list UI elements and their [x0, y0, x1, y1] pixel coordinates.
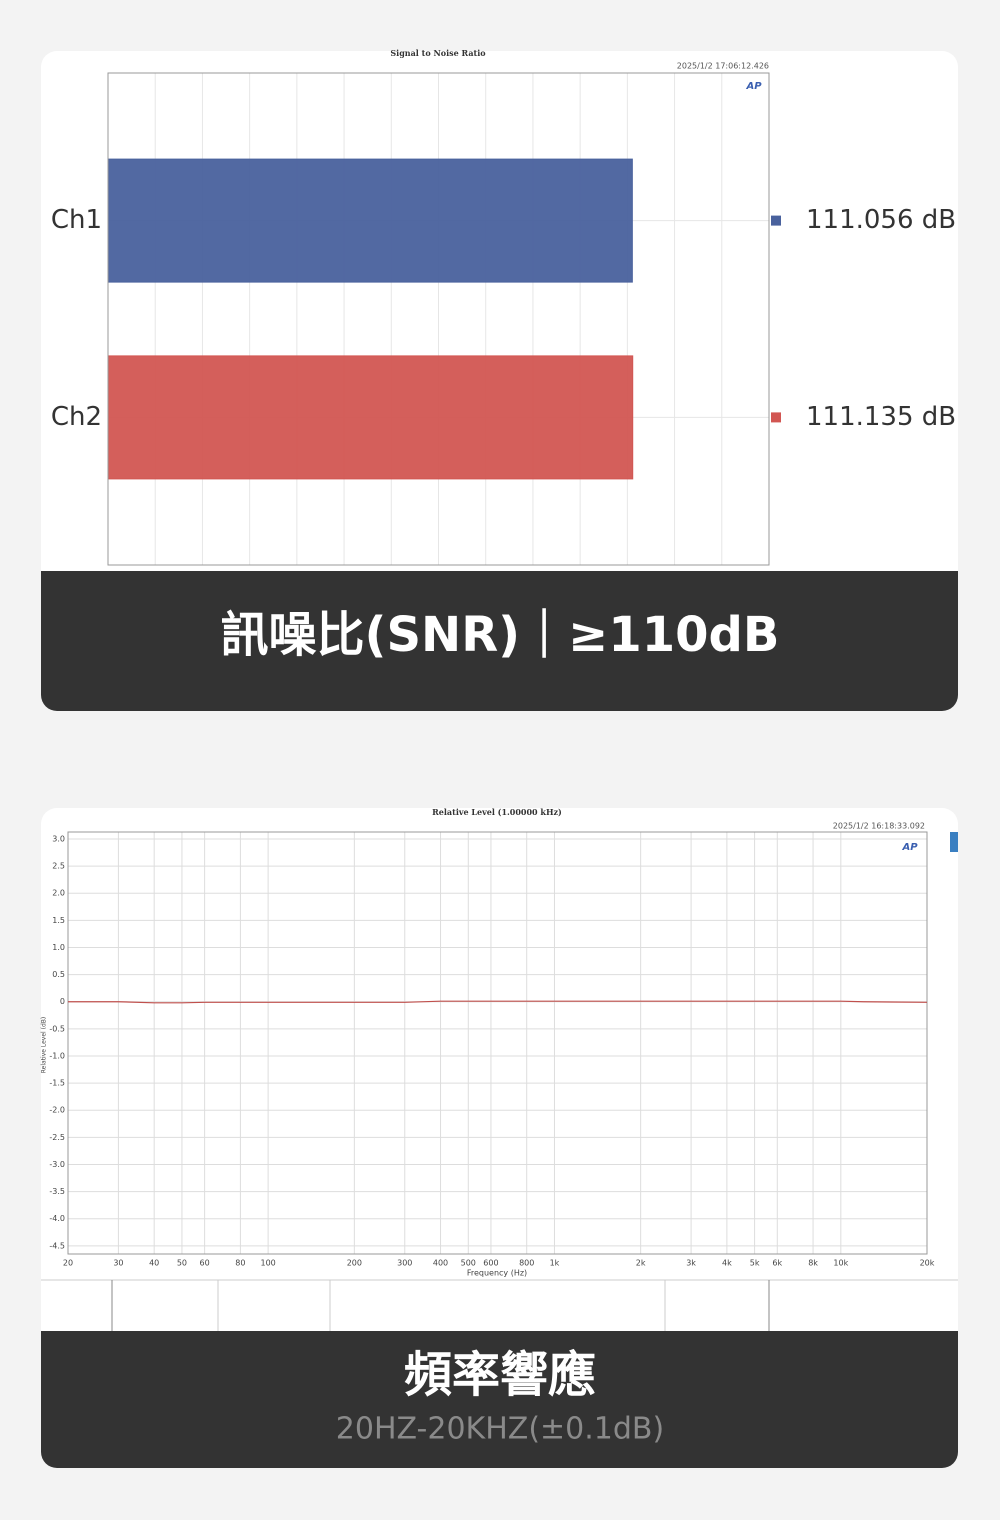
y-tick-label: 0.5: [52, 970, 65, 979]
x-tick-label: 6k: [772, 1259, 782, 1268]
banner-subtitle: 20HZ-20KHZ(±0.1dB): [336, 1412, 664, 1447]
legend-swatch: [771, 215, 781, 226]
x-tick-label: 3k: [686, 1259, 696, 1268]
banner: [41, 571, 958, 711]
x-tick-label: 40: [149, 1259, 159, 1268]
side-tab: [950, 832, 958, 852]
chart-title: Relative Level (1.00000 kHz): [432, 807, 562, 817]
y-tick-label: -4.0: [49, 1214, 65, 1223]
x-tick-label: 1k: [550, 1259, 560, 1268]
bottom-strip: [41, 1279, 958, 1331]
x-tick-label: 20: [63, 1259, 73, 1268]
y-tick-label: 0: [60, 997, 65, 1006]
plot-frame: [107, 72, 770, 566]
chart-title: Signal to Noise Ratio: [390, 48, 486, 58]
y-tick-label: -4.5: [49, 1241, 65, 1250]
y-tick-label: -3.0: [49, 1160, 65, 1169]
x-tick-label: 100: [260, 1259, 275, 1268]
y-tick-label: -3.5: [49, 1187, 65, 1196]
data-line: [68, 1000, 928, 1004]
timestamp: 2025/1/2 16:18:33.092: [833, 822, 925, 831]
y-tick-label: 2.5: [52, 862, 65, 871]
value-label: 111.135 dB: [806, 402, 956, 432]
y-tick-label: -1.0: [49, 1051, 65, 1060]
category-label: Ch1: [51, 205, 102, 235]
x-tick-label: 8k: [808, 1259, 818, 1268]
x-tick-label: 400: [433, 1259, 448, 1268]
y-axis-label: Relative Level (dB): [41, 1017, 48, 1073]
y-tick-label: 1.5: [52, 916, 65, 925]
banner-title: 頻率響應: [404, 1347, 596, 1403]
x-tick-label: 20k: [920, 1259, 935, 1268]
x-tick-label: 500: [461, 1259, 476, 1268]
y-tick-label: 3.0: [52, 835, 65, 844]
y-tick-label: 1.0: [52, 943, 65, 952]
y-tick-label: -1.5: [49, 1079, 65, 1088]
category-label: Ch2: [51, 402, 102, 432]
x-tick-label: 4k: [722, 1259, 732, 1268]
y-tick-label: -2.0: [49, 1106, 65, 1115]
y-tick-label: -0.5: [49, 1024, 65, 1033]
logo: AP: [901, 842, 918, 853]
logo: AP: [745, 81, 762, 92]
x-tick-label: 30: [113, 1259, 123, 1268]
x-axis-label: Frequency (Hz): [467, 1269, 527, 1278]
y-tick-label: 2.0: [52, 889, 65, 898]
x-tick-label: 600: [483, 1259, 498, 1268]
x-tick-label: 80: [235, 1259, 245, 1268]
x-tick-label: 50: [177, 1259, 187, 1268]
banner: [41, 1331, 958, 1468]
x-tick-label: 300: [397, 1259, 412, 1268]
x-tick-label: 2k: [636, 1259, 646, 1268]
x-tick-label: 800: [519, 1259, 534, 1268]
banner-title: 訊噪比(SNR)｜≥110dB: [221, 607, 780, 663]
y-tick-label: -2.5: [49, 1133, 65, 1142]
x-tick-label: 200: [347, 1259, 362, 1268]
x-tick-label: 5k: [750, 1259, 760, 1268]
x-tick-label: 10k: [833, 1259, 848, 1268]
plot-frame: [67, 831, 928, 1255]
x-tick-label: 60: [200, 1259, 210, 1268]
value-label: 111.056 dB: [806, 205, 956, 235]
bar: [107, 355, 634, 480]
bar: [107, 158, 633, 283]
timestamp: 2025/1/2 17:06:12.426: [677, 62, 769, 71]
legend-swatch: [771, 412, 781, 423]
card: [41, 808, 958, 1468]
